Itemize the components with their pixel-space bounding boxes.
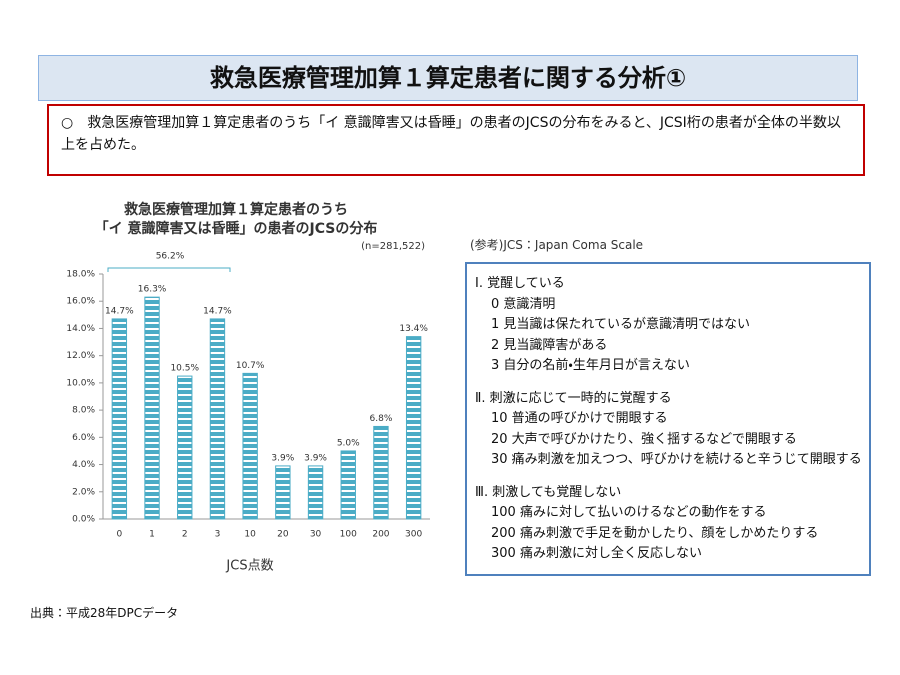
x-tick-label: 3 [215, 530, 221, 540]
group-item: 100 痛みに対して払いのけるなどの動作をする [491, 505, 767, 520]
bar [373, 425, 389, 520]
summary-box: ○ 救急医療管理加算１算定患者のうち「イ 意識障害又は昏睡」の患者のJCSの分布… [47, 104, 865, 176]
value-label: 10.7% [236, 361, 265, 371]
bar [242, 372, 258, 520]
bar [111, 318, 128, 520]
x-tick-label: 30 [310, 530, 322, 540]
group-item: 10 普通の呼びかけで開眼する [491, 411, 668, 426]
y-tick-label: 4.0% [72, 460, 95, 470]
chart-title: 「イ 意識障害又は昏睡」の患者のJCSの分布 [95, 220, 378, 237]
bar [275, 465, 291, 520]
bar [177, 375, 193, 520]
reference-group: Ⅲ. 刺激しても覚醒しない 100 痛みに対して払いのけるなどの動作をする 200 … [475, 483, 861, 565]
group-item: 3 自分の名前・生年月日が言えない [491, 358, 690, 373]
x-tick-label: 200 [372, 530, 389, 540]
y-tick-label: 16.0% [66, 297, 95, 307]
value-label: 16.3% [138, 285, 167, 295]
source: 出典：平成28年DPCデータ [30, 606, 179, 620]
y-tick-label: 6.0% [72, 433, 95, 443]
group-item: 20 大声で呼びかけたり、強く揺するなどで開眼する [491, 431, 797, 447]
group-title: Ⅱ. 刺激に応じて一時的に覚醒する [475, 390, 672, 406]
value-label: 6.8% [370, 414, 393, 424]
value-label: 14.7% [105, 306, 134, 316]
value-label: 10.5% [170, 364, 199, 374]
annotation-bracket [107, 267, 231, 272]
reference-group: Ⅱ. 刺激に応じて一時的に覚醒する 10 普通の呼びかけで開眼する 20 大声で呼び… [475, 389, 862, 471]
x-tick-label: 10 [244, 530, 256, 540]
bar [144, 296, 160, 520]
group-item: 0 意識清明 [491, 296, 556, 312]
y-tick-label: 10.0% [66, 378, 95, 388]
group-item: 30 痛み刺激を加えつつ、呼びかけを続けると辛うじて開眼する [491, 452, 862, 467]
bar [340, 450, 356, 520]
value-label: 3.9% [304, 453, 327, 463]
y-tick-label: 12.0% [66, 351, 95, 361]
bar [209, 318, 226, 520]
x-tick-label: 300 [405, 530, 422, 540]
y-tick-label: 14.0% [66, 324, 95, 334]
chart-subtitle: (n=281,522) [361, 241, 425, 252]
chart-title: 救急医療管理加算１算定患者のうち [124, 201, 348, 218]
x-tick-label: 0 [116, 530, 122, 540]
group-item: 1 見当識は保たれているが意識清明ではない [491, 317, 751, 332]
group-item: 200 痛み刺激で手足を動かしたり、顔をしかめたりする [491, 525, 819, 541]
y-tick-label: 2.0% [72, 487, 95, 497]
y-tick-label: 0.0% [72, 515, 95, 525]
group-item: 300 痛み刺激に対し全く反応しない [491, 546, 702, 561]
slide-title: 救急医療管理加算１算定患者に関する分析① [38, 55, 858, 101]
value-label: 14.7% [203, 306, 232, 316]
value-label: 5.0% [337, 438, 360, 448]
bar [307, 465, 324, 520]
annotation: 56.2% [156, 252, 185, 262]
value-label: 3.9% [271, 453, 294, 463]
x-tick-label: 2 [182, 530, 188, 540]
bar [405, 336, 422, 520]
value-label: 13.4% [399, 324, 428, 334]
y-tick-label: 18.0% [66, 270, 95, 280]
group-title: Ⅲ. 刺激しても覚醒しない [475, 484, 622, 500]
reference-box: Ⅰ. 覚醒している 0 意識清明 1 見当識は保たれているが意識清明ではない 2 見当… [465, 262, 871, 576]
y-tick-label: 8.0% [72, 406, 95, 416]
x-axis-label: JCS点数 [225, 559, 273, 574]
reference-group: Ⅰ. 覚醒している 0 意識清明 1 見当識は保たれているが意識清明ではない 2 見当… [475, 274, 861, 377]
x-tick-label: 100 [340, 530, 357, 540]
group-item: 2 見当識障害がある [491, 337, 608, 353]
reference-heading: (参考)JCS：Japan Coma Scale [470, 238, 644, 252]
x-tick-label: 1 [149, 530, 155, 540]
x-tick-label: 20 [277, 530, 289, 540]
group-title: Ⅰ. 覚醒している [475, 276, 565, 291]
